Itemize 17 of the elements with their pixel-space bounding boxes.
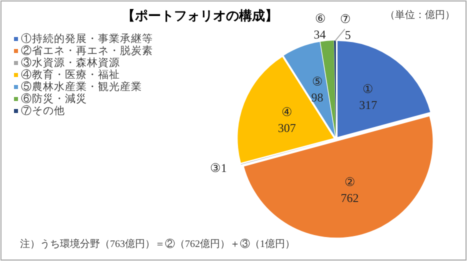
data-label: ② 762 xyxy=(340,174,359,205)
legend-label: ⑦その他 xyxy=(21,104,65,117)
legend-label: ②省エネ・再エネ・脱炭素 xyxy=(21,44,153,57)
data-label: ⑤ 98 xyxy=(311,74,324,105)
legend-label: ⑤農林水産業・観光産業 xyxy=(21,80,142,93)
data-label: ④ 307 xyxy=(278,104,296,135)
text: 注）うち環境分野（763億円）＝②（762億円）＋③（1億円） xyxy=(20,238,295,250)
legend-label: ④教育・医療・福祉 xyxy=(21,68,120,81)
legend-label: ⑥防災・減災 xyxy=(21,92,87,105)
data-label: ① 317 xyxy=(359,82,378,112)
chart-title: 【ポートフォリオの構成】 xyxy=(122,8,278,23)
data-label: ⑦ 5 xyxy=(340,12,351,42)
legend-label: ①持続的発展・事業承継等 xyxy=(21,32,153,45)
data-label: ⑥ 34 xyxy=(314,11,326,42)
text: （単位：億円） xyxy=(385,9,455,21)
data-label: ③1 xyxy=(210,161,227,176)
legend-label: ③水資源・森林資源 xyxy=(21,56,120,69)
